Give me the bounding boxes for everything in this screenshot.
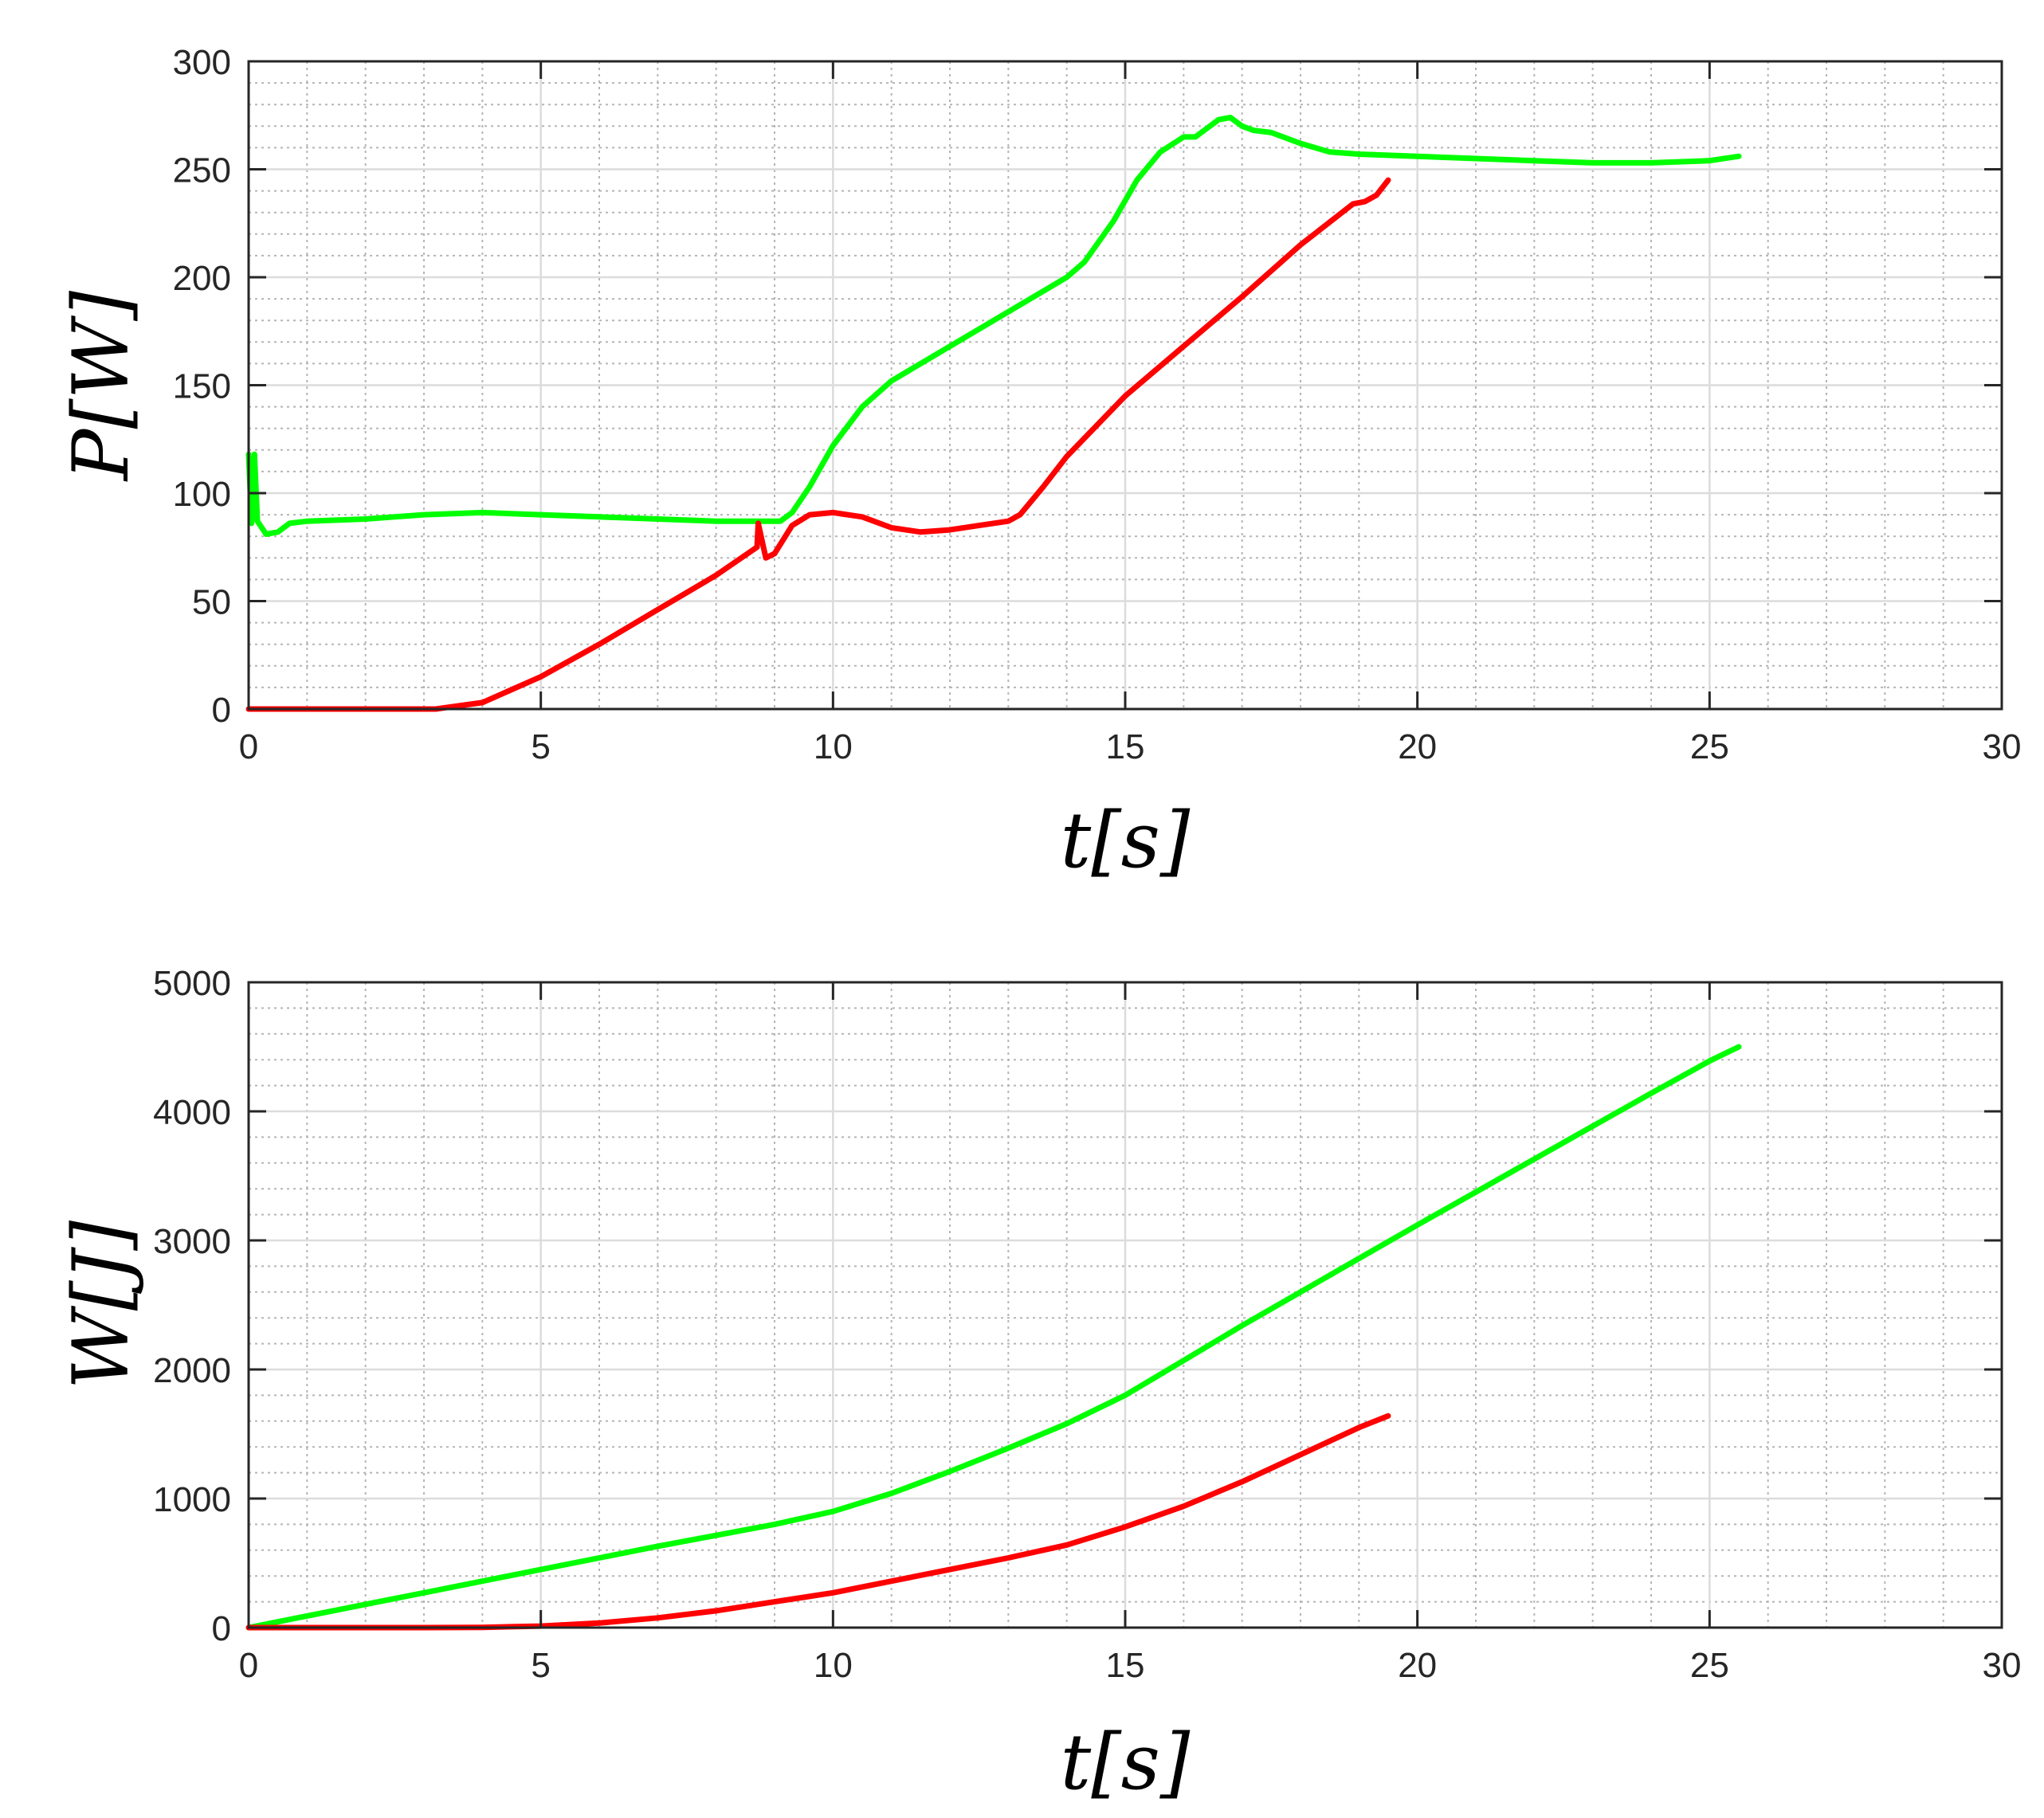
work-x-tick-label: 0	[239, 1646, 258, 1685]
power-y-axis-label: P[W]	[57, 290, 146, 482]
work-y-tick-label: 4000	[153, 1093, 231, 1132]
work-x-tick-labels: 0 5 10 15 20 25 30	[239, 1646, 2022, 1685]
work-y-tick-label: 5000	[153, 964, 231, 1003]
work-ticks	[247, 981, 2003, 1629]
work-x-tick-label: 5	[531, 1646, 550, 1685]
power-x-axis-label: t[s]	[1061, 796, 1191, 885]
power-x-tick-label: 30	[1983, 727, 2022, 766]
power-y-tick-label: 0	[212, 691, 231, 730]
power-series-group	[245, 115, 1742, 712]
work-x-tick-label: 15	[1106, 1646, 1145, 1685]
work-y-axis-label: W[J]	[57, 1220, 146, 1389]
power-y-tick-label: 200	[173, 259, 231, 298]
work-y-tick-label: 1000	[153, 1480, 231, 1519]
work-y-tick-labels: 0 1000 2000 3000 4000 5000	[153, 964, 231, 1648]
power-x-tick-label: 25	[1690, 727, 1729, 766]
work-x-tick-label: 25	[1690, 1646, 1729, 1685]
power-y-tick-label: 300	[173, 43, 231, 82]
work-x-tick-label: 20	[1398, 1646, 1437, 1685]
power-series-line-0	[245, 115, 1742, 537]
power-ticks	[247, 60, 2003, 711]
power-x-tick-label: 15	[1106, 727, 1145, 766]
power-x-tick-labels: 0 5 10 15 20 25 30	[239, 727, 2022, 766]
power-chart: 0 5 10 15 20 25 30 0 50 100 150 200 250 300 t[s] P[W…	[57, 43, 2021, 885]
power-series-line-1	[245, 177, 1391, 712]
work-y-tick-label: 2000	[153, 1351, 231, 1390]
work-x-tick-label: 10	[814, 1646, 853, 1685]
work-x-tick-label: 30	[1983, 1646, 2022, 1685]
power-x-tick-label: 10	[814, 727, 853, 766]
work-x-axis-label: t[s]	[1061, 1718, 1191, 1807]
power-y-tick-label: 250	[173, 151, 231, 190]
work-y-tick-label: 0	[212, 1609, 231, 1648]
power-y-tick-label: 100	[173, 475, 231, 514]
work-y-tick-label: 3000	[153, 1222, 231, 1261]
power-y-tick-labels: 0 50 100 150 200 250 300	[173, 43, 231, 730]
power-x-tick-label: 5	[531, 727, 550, 766]
power-y-tick-label: 50	[192, 583, 231, 622]
power-x-tick-label: 20	[1398, 727, 1437, 766]
power-y-tick-label: 150	[173, 367, 231, 406]
power-x-tick-label: 0	[239, 727, 258, 766]
work-series-line-0	[245, 1044, 1742, 1631]
